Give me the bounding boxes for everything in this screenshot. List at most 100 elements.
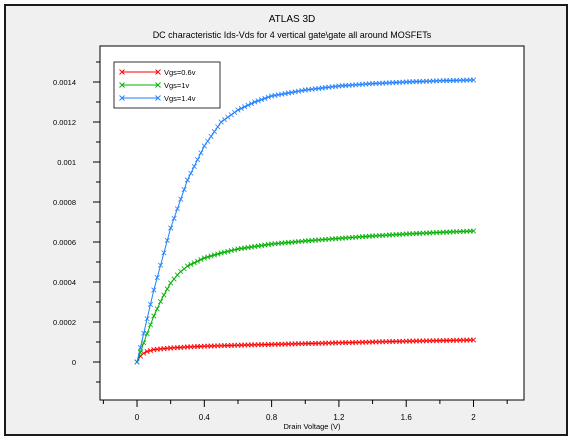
data-point (205, 138, 211, 144)
x-axis-ticks: 0 0.4 0.8 1.2 1.6 2 (102, 400, 508, 422)
data-point (198, 150, 204, 156)
data-point (248, 101, 255, 107)
data-point (141, 350, 147, 356)
chart-title: ATLAS 3D (269, 14, 316, 25)
data-point (144, 348, 150, 355)
x-tick-label: 2 (471, 413, 476, 422)
x-axis-label: Drain Voltage (V) (283, 422, 341, 431)
legend-entry: Vgs=1v (119, 81, 189, 90)
y-tick-label: 0 (72, 358, 76, 367)
data-point (184, 177, 191, 183)
legend: Vgs=0.6v Vgs=1v Vgs=1.4v (113, 61, 221, 109)
data-point (188, 261, 194, 267)
legend-label: Vgs=0.6v (164, 68, 196, 77)
legend-entries: Vgs=0.6v Vgs=1v Vgs=1.4v (119, 68, 196, 103)
legend-marker (155, 69, 161, 75)
y-tick-label: 0.0002 (53, 318, 76, 327)
data-point (195, 258, 201, 264)
data-point (195, 157, 201, 163)
data-point (161, 250, 167, 256)
data-point (205, 254, 211, 260)
data-point (218, 119, 224, 125)
data-point (201, 143, 207, 149)
legend-label: Vgs=1v (164, 81, 189, 90)
legend-marker (119, 82, 125, 88)
data-point (147, 347, 154, 354)
legend-marker (155, 82, 161, 88)
data-point (238, 105, 244, 111)
data-point (141, 330, 147, 336)
data-point (168, 280, 174, 286)
legend-marker (119, 95, 125, 101)
chart-subtitle: DC characteristic Ids-Vds for 4 vertical… (153, 30, 432, 40)
legend-entry: Vgs=0.6v (119, 68, 196, 77)
y-tick-label: 0.0004 (53, 278, 76, 287)
y-tick-label: 0.001 (57, 158, 76, 167)
data-point (211, 252, 217, 258)
data-point (164, 237, 170, 243)
chart-figure: ATLAS 3D DC characteristic Ids-Vds for 4… (6, 6, 566, 434)
data-point (258, 97, 265, 103)
series-Vgs=0.6v (134, 337, 477, 365)
data-point (191, 163, 197, 169)
data-point (245, 102, 251, 108)
data-point (252, 99, 258, 105)
data-point (208, 133, 214, 139)
y-tick-label: 0.0014 (53, 78, 76, 87)
data-point (211, 129, 217, 135)
data-point (201, 255, 207, 261)
legend-label: Vgs=1.4v (164, 94, 196, 103)
data-point (470, 77, 477, 83)
data-point (137, 345, 143, 351)
data-point (144, 316, 150, 322)
data-point (184, 263, 191, 269)
legend-marker (119, 69, 125, 75)
y-tick-label: 0.0008 (53, 198, 76, 207)
data-point (208, 253, 214, 259)
data-point (215, 124, 221, 130)
x-tick-label: 0 (135, 413, 140, 422)
legend-entry: Vgs=1.4v (119, 94, 196, 103)
x-tick-label: 0.8 (266, 413, 278, 422)
data-point (255, 98, 261, 104)
legend-marker (155, 95, 161, 101)
data-point (181, 187, 187, 193)
chart-svg: ATLAS 3D DC characteristic Ids-Vds for 4… (53, 14, 525, 431)
data-point (171, 276, 177, 282)
data-point (262, 95, 268, 101)
data-point (134, 359, 140, 365)
data-point (151, 313, 157, 319)
x-tick-label: 0.4 (199, 413, 211, 422)
data-point (151, 287, 157, 293)
data-point (147, 301, 154, 307)
data-point (157, 262, 164, 268)
data-point (168, 225, 174, 231)
x-tick-label: 1.2 (333, 413, 345, 422)
data-point (198, 257, 204, 263)
data-point (171, 215, 177, 221)
data-point (470, 228, 477, 234)
data-point (188, 170, 194, 176)
data-point (191, 260, 197, 266)
series-layer (134, 77, 477, 365)
data-point (164, 286, 170, 292)
x-tick-label: 1.6 (401, 413, 413, 422)
data-point (147, 322, 154, 328)
y-tick-label: 0.0006 (53, 238, 76, 247)
y-tick-label: 0.0012 (53, 118, 76, 127)
data-point (174, 206, 180, 212)
data-point (215, 251, 221, 257)
data-point (154, 275, 160, 281)
data-point (161, 292, 167, 298)
y-axis-ticks: 0 0.0002 0.0004 0.0006 0.0008 0.001 0.0012 0.00… (53, 61, 100, 383)
data-point (470, 337, 477, 343)
data-point (232, 109, 238, 115)
data-point (228, 112, 234, 118)
data-point (178, 196, 184, 202)
series-Vgs=1.4v (134, 77, 477, 365)
data-point (157, 299, 164, 305)
data-point (242, 104, 248, 110)
data-point (221, 117, 228, 123)
data-point (235, 107, 241, 113)
series-Vgs=1v (134, 228, 477, 365)
